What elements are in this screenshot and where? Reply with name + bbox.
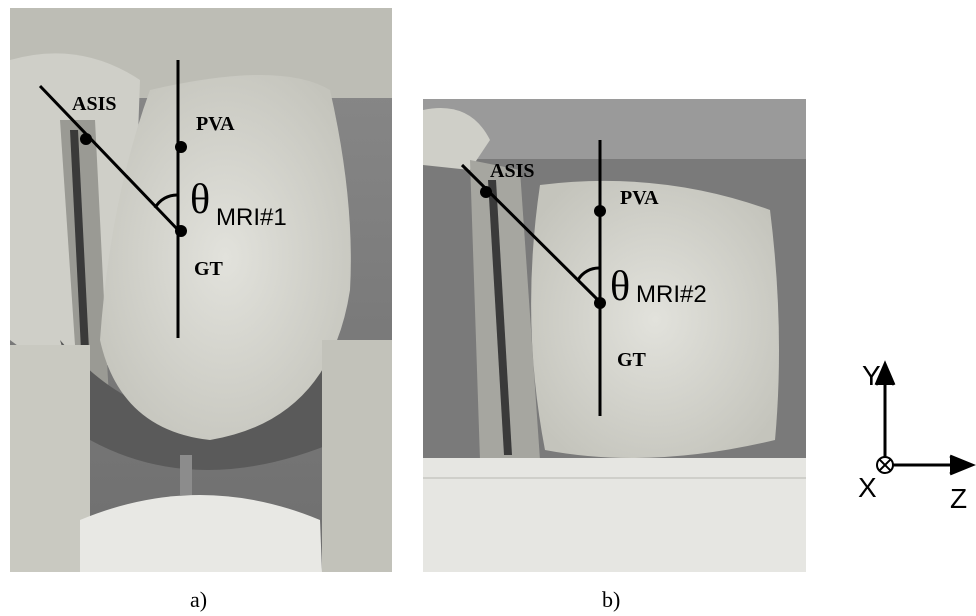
axis-label-y: Y	[862, 360, 881, 391]
label-pva: PVA	[196, 113, 235, 135]
angle-symbol: θ	[190, 177, 210, 223]
label-asis: ASIS	[72, 93, 116, 115]
caption: b)	[602, 587, 620, 612]
angle-subscript: MRI#1	[216, 204, 287, 231]
photo-a	[10, 8, 392, 572]
angle-symbol: θ	[610, 264, 630, 310]
label-asis: ASIS	[490, 160, 534, 182]
axes-icon	[876, 364, 972, 474]
label-pva: PVA	[620, 187, 659, 209]
axis-label-x: X	[858, 472, 877, 503]
axis-label-z: Z	[950, 483, 967, 514]
label-gt: GT	[617, 349, 647, 371]
photo-b	[423, 99, 806, 572]
caption: a)	[190, 587, 207, 612]
figure: ASIS PVA θ MRI#1 GT a) ASIS PVA θ MRI#2 …	[0, 0, 976, 616]
label-gt: GT	[194, 258, 224, 280]
angle-subscript: MRI#2	[636, 281, 707, 308]
